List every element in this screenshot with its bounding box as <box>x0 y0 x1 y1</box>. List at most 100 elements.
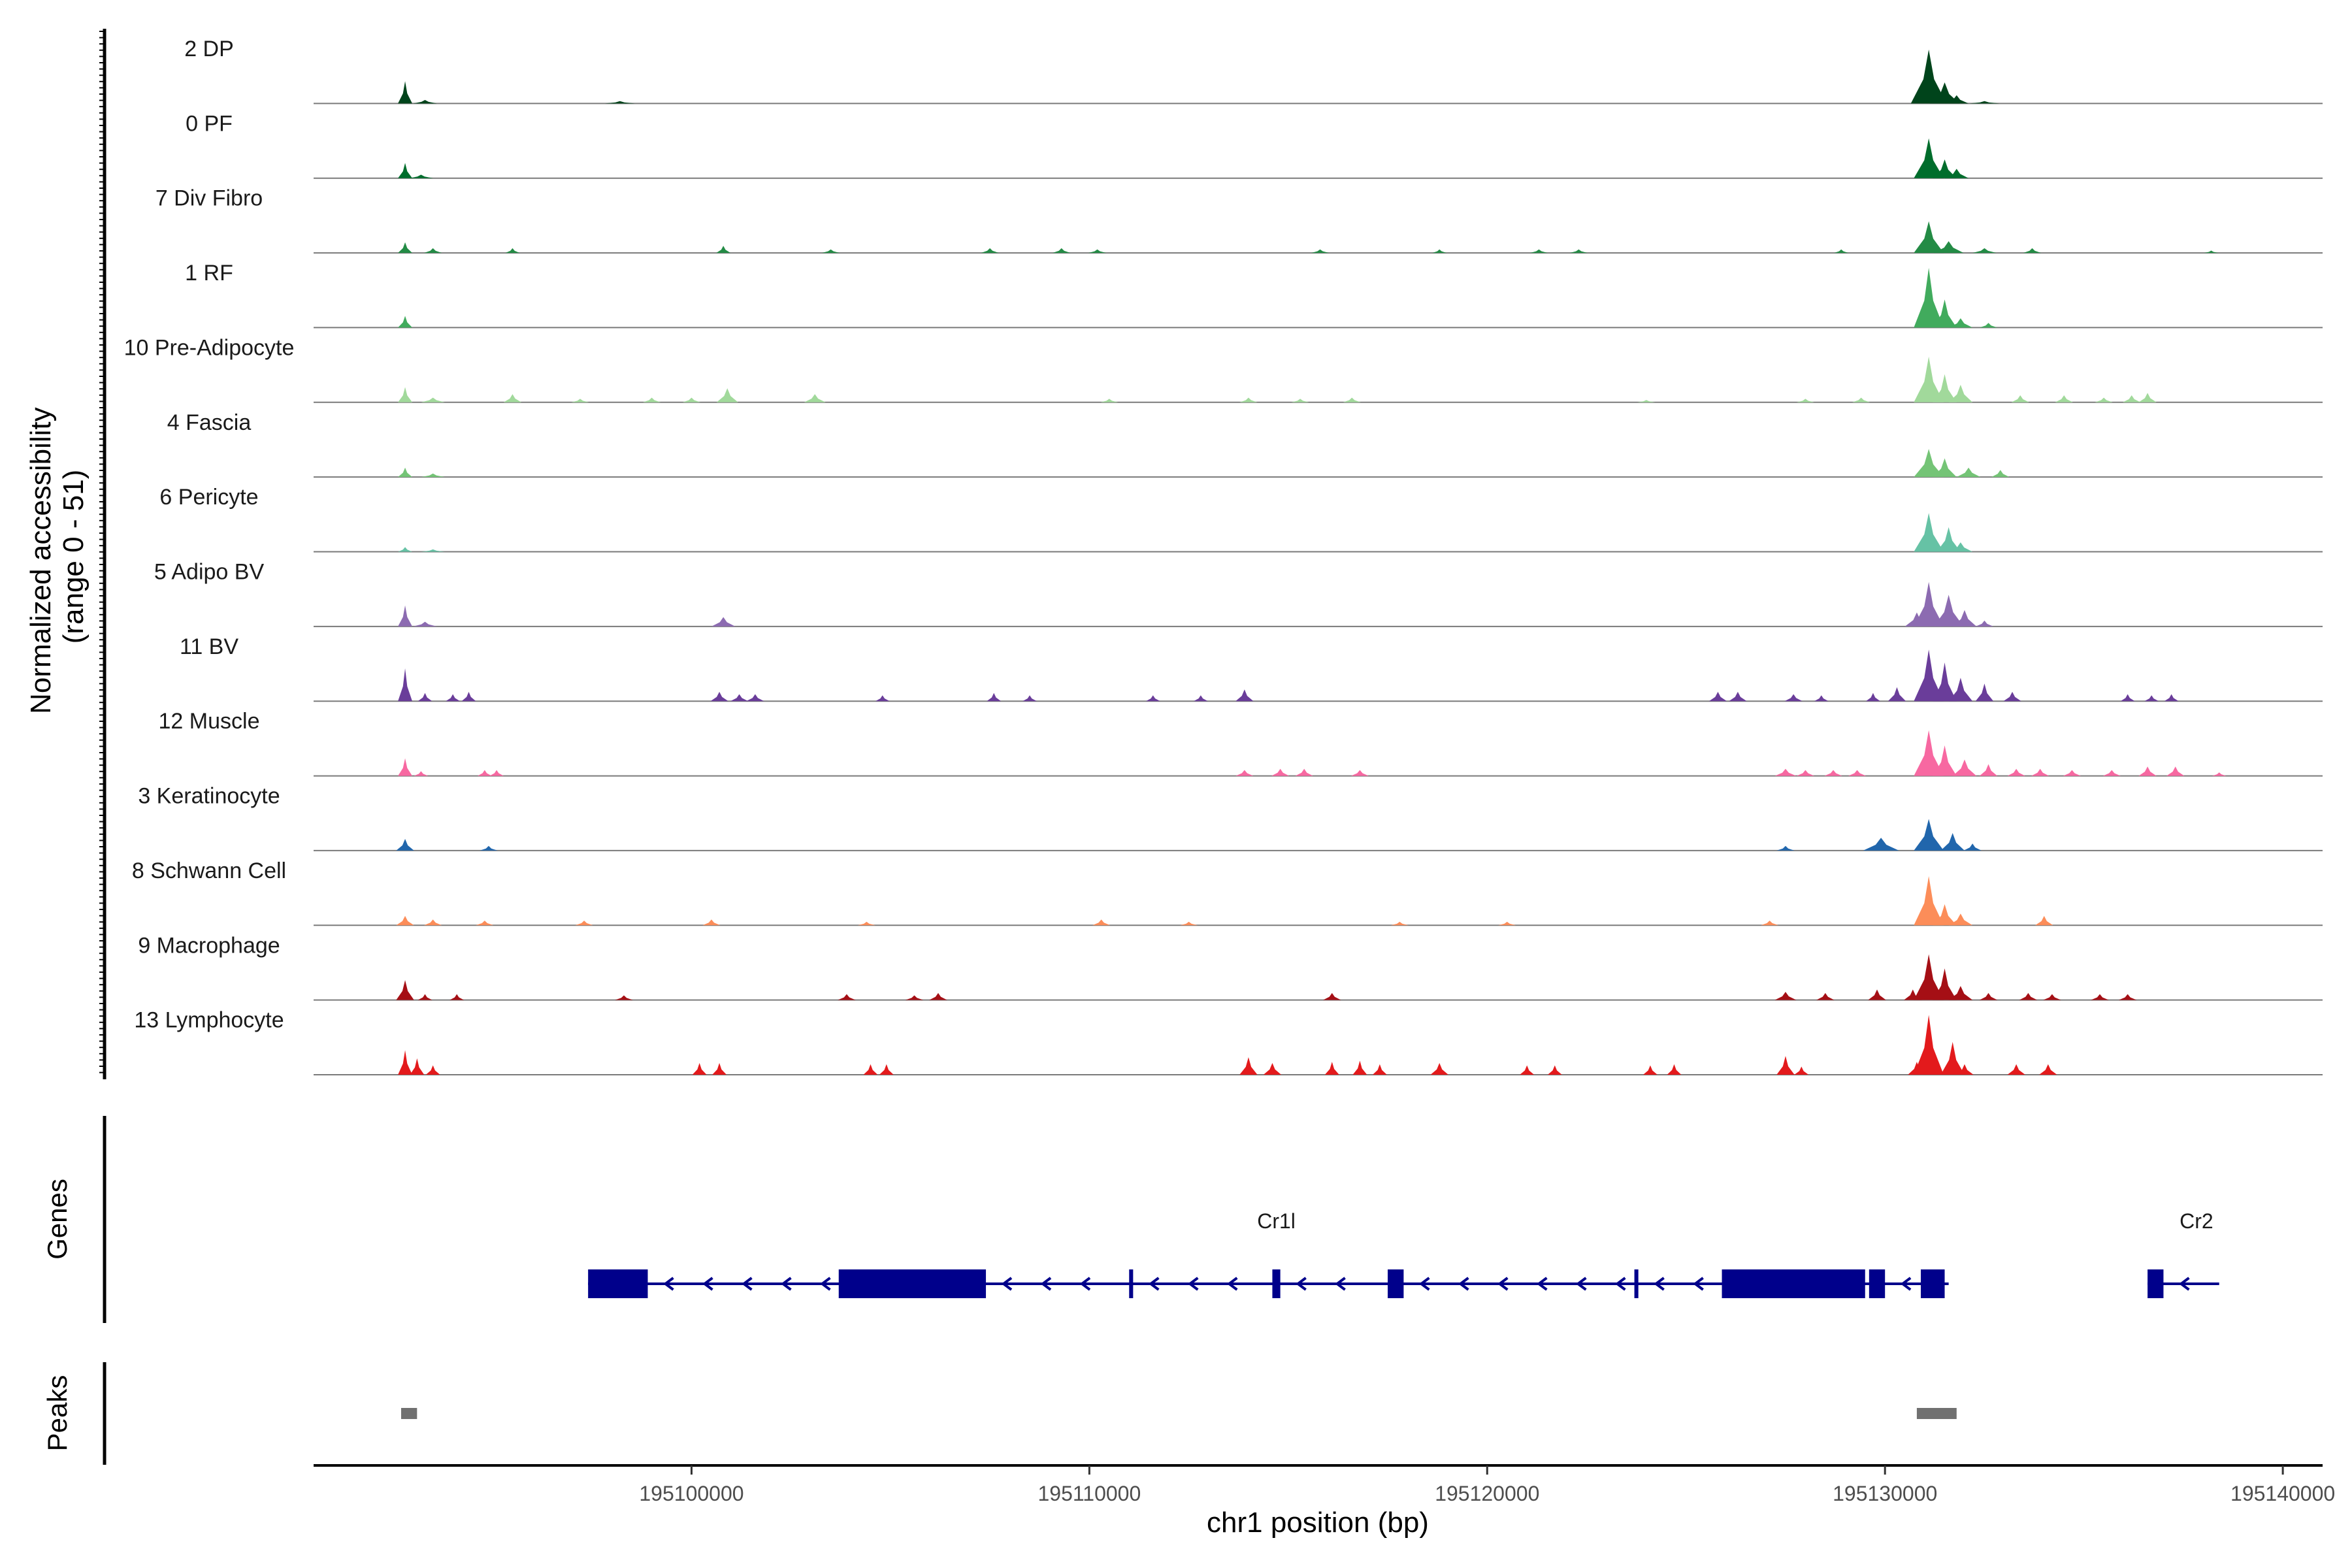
x-axis-title: chr1 position (bp) <box>1207 1507 1429 1539</box>
coverage-peak <box>1948 318 1973 328</box>
coverage-peak <box>746 694 764 702</box>
coverage-peak <box>1979 323 1998 328</box>
coverage-peak <box>1520 1065 1535 1075</box>
coverage-peak <box>1914 1015 1944 1075</box>
coverage-peak <box>1933 968 1957 1000</box>
coverage-peak <box>1865 693 1880 702</box>
coverage-peak <box>1372 1064 1387 1075</box>
coverage-peak <box>1295 768 1313 776</box>
x-tick-label: 195100000 <box>639 1482 743 1505</box>
track-label: 13 Lymphocyte <box>134 1008 284 1033</box>
coverage-peak <box>1774 992 1797 1000</box>
coverage-peak <box>2031 768 2050 776</box>
track-label: 11 BV <box>180 634 238 659</box>
track-label: 12 Muscle <box>159 709 260 734</box>
coverage-peak <box>804 394 826 402</box>
gene-exon <box>1272 1269 1281 1298</box>
coverage-peak <box>461 691 476 702</box>
strand-arrow <box>1040 1277 1052 1291</box>
coverage-peak <box>1868 989 1886 1000</box>
track-13: 9 Macrophage <box>138 933 2323 1001</box>
y-axis-title: Normalized accessibility (range 0 - 51) <box>25 399 90 714</box>
track-label: 6 Pericyte <box>159 485 258 510</box>
strand-arrow <box>1079 1277 1091 1291</box>
coverage-peak <box>987 693 1002 702</box>
track-6: 4 Fascia <box>167 410 2323 478</box>
coverage-peak <box>2043 994 2061 1000</box>
coverage-peak <box>2138 766 2157 776</box>
coverage-peak <box>423 248 442 253</box>
coverage-peak <box>421 397 445 402</box>
gene-exon <box>1722 1269 1865 1298</box>
coverage-peak <box>1948 678 1973 702</box>
strand-arrow <box>1188 1277 1199 1291</box>
coverage-peak <box>1642 1065 1658 1075</box>
coverage-peak <box>1235 770 1254 776</box>
strand-arrow <box>1693 1277 1704 1291</box>
strand-arrow <box>1001 1277 1013 1291</box>
coverage-peak <box>1088 249 1107 253</box>
coverage-peak <box>1637 400 1656 402</box>
coverage-peak <box>1343 397 1361 402</box>
coverage-peak <box>398 547 413 552</box>
coverage-peak <box>2023 248 2042 253</box>
coverage-peak <box>1179 921 1198 926</box>
coverage-peak <box>1948 986 1973 1000</box>
coverage-peak <box>730 694 749 702</box>
strand-arrow <box>1419 1277 1430 1291</box>
track-9: 11 BV <box>180 634 2323 702</box>
peak-region <box>1916 1408 1957 1419</box>
strand-arrow <box>2179 1277 2190 1291</box>
coverage-peak <box>2138 393 2157 402</box>
peak-region <box>400 1408 417 1419</box>
coverage-peak <box>398 467 413 478</box>
coverage-peak <box>2007 768 2025 776</box>
coverage-peak <box>1834 249 1849 253</box>
coverage-peak <box>1948 913 1973 926</box>
track-2: 0 PF <box>186 111 2323 179</box>
coverage-peak <box>1914 649 1944 702</box>
coverage-peak <box>2003 691 2021 702</box>
coverage-peak <box>1956 467 1981 478</box>
coverage-peak <box>1432 249 1447 253</box>
coverage-peak <box>1944 95 1969 104</box>
coverage-peak <box>425 1065 440 1075</box>
coverage-peak <box>398 316 413 328</box>
coverage-peak <box>615 995 633 1000</box>
y-axis-ticks <box>99 31 105 1073</box>
track-8: 5 Adipo BV <box>154 560 2323 627</box>
coverage-peak <box>1969 101 2000 104</box>
coverage-peak <box>1887 687 1906 702</box>
strand-arrow <box>820 1277 831 1291</box>
coverage-peak <box>1235 689 1254 702</box>
coverage-peak <box>2007 1064 2025 1075</box>
coverage-peak <box>1933 458 1957 478</box>
coverage-peak <box>1914 356 1944 402</box>
strand-arrow <box>1576 1277 1587 1291</box>
coverage-peak <box>1784 694 1803 702</box>
coverage-peak <box>1914 730 1944 776</box>
coverage-peak <box>2063 770 2082 776</box>
y-axis-title-line1: Normalized accessibility <box>25 407 57 713</box>
coverage-peak <box>1936 527 1961 552</box>
coverage-peak <box>1963 843 1982 851</box>
coverage-peak <box>863 1064 878 1075</box>
coverage-peak <box>981 248 999 253</box>
coverage-peak <box>1914 954 1944 1000</box>
coverage-peak <box>1729 691 1747 702</box>
gene-exon <box>1129 1269 1134 1298</box>
track-3: 7 Div Fibro <box>155 186 2323 254</box>
coverage-peak <box>712 1063 727 1075</box>
coverage-peak <box>710 691 728 702</box>
coverage-peak <box>1948 542 1973 552</box>
coverage-peak <box>711 617 736 627</box>
coverage-peak <box>398 242 413 253</box>
coverage-tracks: 2 DP 0 PF 7 Div Fibro 1 RF 10 Pre-Adipocyte 4… <box>124 37 2323 1075</box>
coverage-peak <box>1263 1063 1282 1075</box>
coverage-peak <box>1350 770 1369 776</box>
coverage-peak <box>1796 770 1815 776</box>
strand-arrow <box>1654 1277 1665 1291</box>
track-label: 3 Keratinocyte <box>138 784 280 809</box>
strand-arrow <box>1227 1277 1238 1291</box>
coverage-peak <box>1814 695 1829 702</box>
